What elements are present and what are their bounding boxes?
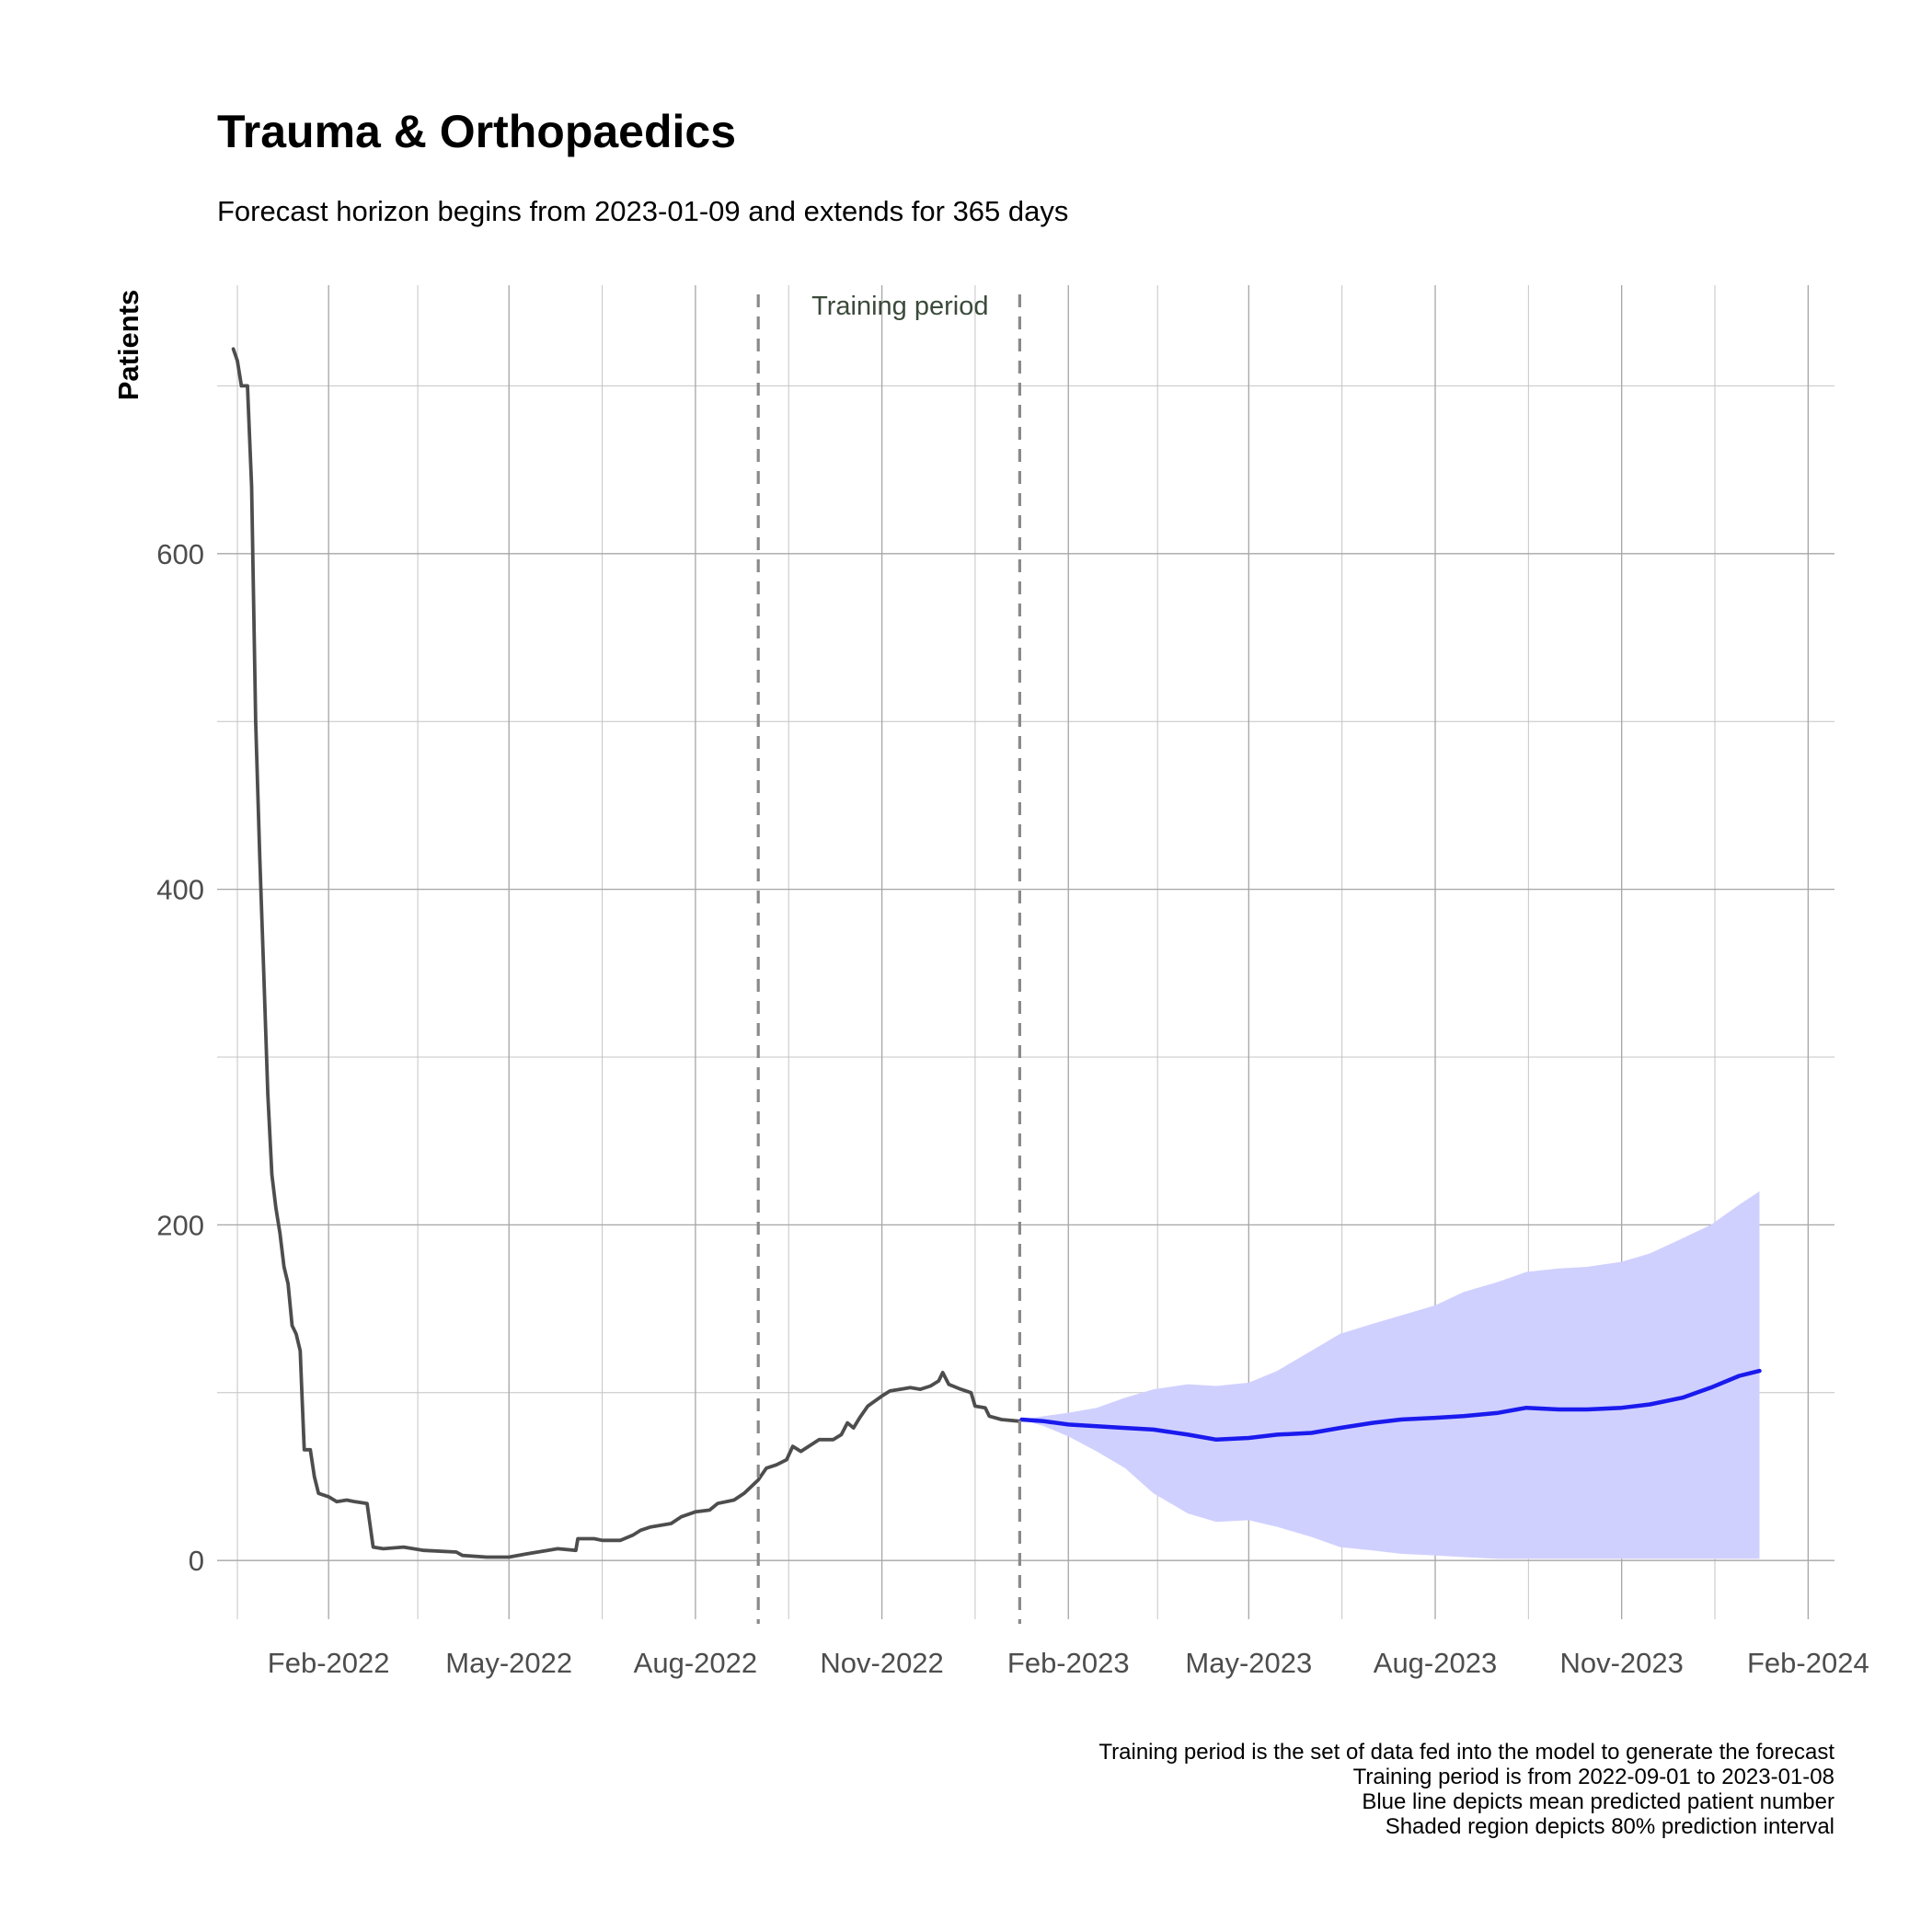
x-tick-label: May-2022 [445, 1647, 572, 1679]
x-tick-label: Feb-2023 [1007, 1647, 1130, 1679]
y-axis-label: Patients [112, 290, 144, 401]
x-tick-label: Aug-2023 [1374, 1647, 1497, 1679]
observed-series-line [231, 347, 1022, 1559]
caption-line: Blue line depicts mean predicted patient… [1362, 1789, 1834, 1814]
x-tick-label: Feb-2024 [1747, 1647, 1869, 1679]
caption-line: Shaded region depicts 80% prediction int… [1386, 1814, 1834, 1839]
x-tick-label: Nov-2022 [820, 1647, 943, 1679]
x-tick-label: Feb-2022 [268, 1647, 390, 1679]
caption-line: Training period is the set of data fed i… [1098, 1740, 1834, 1765]
x-axis-ticks: Feb-2022 May-2022 Aug-2022 Nov-2022 Feb-2023… [268, 1647, 1869, 1679]
y-tick-label: 400 [156, 874, 204, 906]
y-tick-label: 600 [156, 538, 204, 570]
y-tick-label: 200 [156, 1209, 204, 1241]
major-gridlines [217, 285, 1834, 1619]
training-period-markers [756, 294, 1021, 1624]
x-tick-label: May-2023 [1185, 1647, 1312, 1679]
x-tick-label: Aug-2022 [634, 1647, 757, 1679]
caption-notes: Training period is the set of data fed i… [1098, 1740, 1834, 1839]
observed-layer [231, 347, 1022, 1559]
training-period-label: Training period [811, 292, 988, 321]
y-tick-label: 0 [189, 1545, 204, 1577]
chart-subtitle: Forecast horizon begins from 2023-01-09 … [217, 195, 1068, 227]
forecast-layer [1019, 1368, 1762, 1443]
y-axis-ticks: 0 200 400 600 [156, 538, 204, 1577]
prediction-interval-band [1021, 1190, 1760, 1559]
prediction-interval-layer [1021, 1190, 1760, 1559]
forecast-mean-line [1019, 1368, 1762, 1443]
chart-title: Trauma & Orthopaedics [217, 106, 736, 157]
x-tick-label: Nov-2023 [1559, 1647, 1683, 1679]
caption-line: Training period is from 2022-09-01 to 20… [1353, 1765, 1834, 1789]
